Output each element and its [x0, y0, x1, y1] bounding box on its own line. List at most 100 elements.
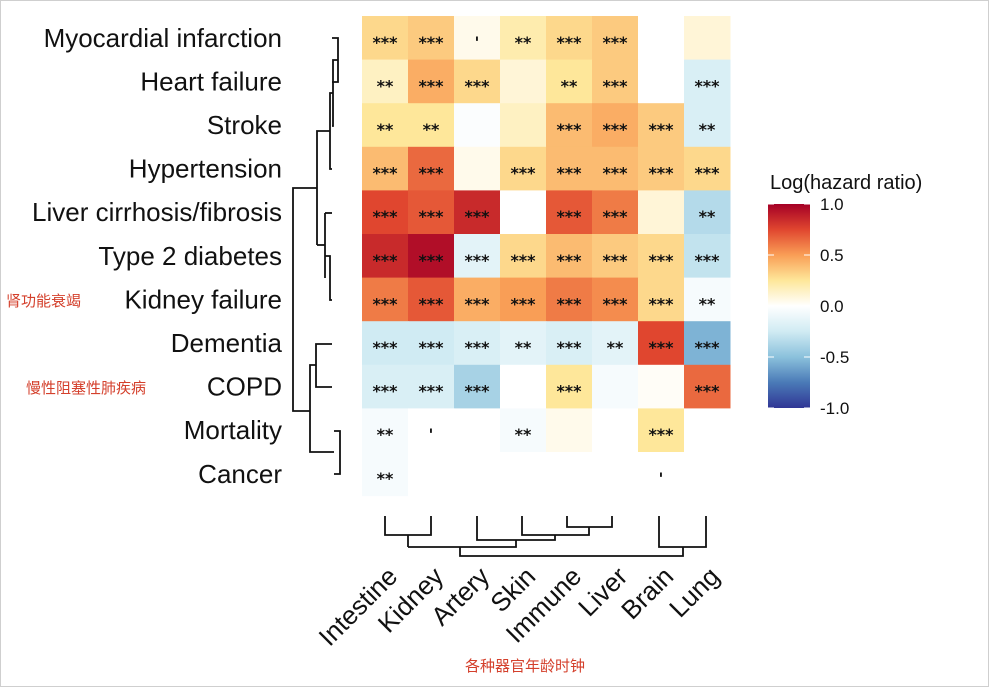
significance-label: *** [556, 251, 582, 270]
significance-label: ** [699, 207, 716, 226]
heatmap-cell [500, 234, 547, 279]
row-dendrogram [292, 37, 341, 475]
heatmap-cell [684, 190, 731, 235]
significance-label: *** [556, 33, 582, 52]
significance-label: *** [556, 207, 582, 226]
significance-label: *** [602, 164, 628, 183]
significance-label: *** [464, 338, 490, 357]
significance-label: *** [694, 251, 720, 270]
heatmap-cell [638, 103, 685, 148]
heatmap-cell [500, 452, 547, 497]
heatmap-cell [362, 59, 409, 104]
heatmap-cell [638, 146, 685, 191]
significance-label: ** [699, 120, 716, 139]
heatmap-cell [500, 364, 547, 409]
heatmap-cell [546, 146, 593, 191]
heatmap-cell [408, 190, 455, 235]
significance-label: *** [418, 164, 444, 183]
significance-label: *** [694, 338, 720, 357]
heatmap-cell [408, 452, 455, 497]
heatmap-cell [454, 364, 501, 409]
heatmap-cell [684, 408, 731, 453]
significance-label: *** [464, 207, 490, 226]
heatmap-cell [362, 452, 409, 497]
significance-label: *** [418, 76, 444, 95]
heatmap-cell [408, 16, 455, 61]
heatmap-cell [454, 452, 501, 497]
heatmap-cell [362, 146, 409, 191]
heatmap-cell [500, 190, 547, 235]
significance-label: ** [561, 76, 578, 95]
heatmap-cell [638, 321, 685, 366]
heatmap-cell [592, 146, 639, 191]
heatmap-cell [408, 146, 455, 191]
legend-tick-label: 0.5 [820, 246, 844, 265]
significance-label: *** [372, 207, 398, 226]
heatmap-cell [684, 234, 731, 279]
significance-label: *** [372, 338, 398, 357]
heatmap-cell [500, 277, 547, 322]
significance-label: *** [648, 294, 674, 313]
significance-label: *** [648, 251, 674, 270]
heatmap-cell [546, 234, 593, 279]
heatmap-cell [684, 364, 731, 409]
significance-label: *** [648, 425, 674, 444]
heatmap-cell [454, 103, 501, 148]
heatmap-cell [638, 364, 685, 409]
significance-label: *** [648, 120, 674, 139]
heatmap-cell [592, 408, 639, 453]
significance-label: *** [510, 251, 536, 270]
heatmap-cell [408, 277, 455, 322]
significance-label: *** [556, 338, 582, 357]
row-label: Cancer [198, 459, 282, 489]
significance-label: ** [377, 76, 394, 95]
significance-label: *** [418, 33, 444, 52]
heatmap-cell [638, 408, 685, 453]
significance-label: *** [372, 294, 398, 313]
significance-label: *** [602, 207, 628, 226]
heatmap-cell [638, 190, 685, 235]
significance-label: *** [372, 33, 398, 52]
heatmap-cell [408, 103, 455, 148]
significance-label: *** [556, 120, 582, 139]
copd-annotation: 慢性阻塞性肺疾病 [26, 379, 146, 397]
row-label: Type 2 diabetes [98, 241, 282, 271]
heatmap-cell [362, 16, 409, 61]
heatmap-cell [684, 103, 731, 148]
legend-tick-label: -0.5 [820, 348, 849, 367]
significance-label: *** [556, 382, 582, 401]
heatmap-cell [362, 364, 409, 409]
heatmap-cell [454, 408, 501, 453]
significance-label: *** [418, 338, 444, 357]
significance-label: *** [418, 294, 444, 313]
heatmap-cell [408, 321, 455, 366]
heatmap-cell [408, 364, 455, 409]
heatmap-cell [592, 59, 639, 104]
significance-label: *** [602, 33, 628, 52]
significance-label: ' [475, 33, 480, 52]
significance-label: *** [418, 382, 444, 401]
significance-label: *** [510, 164, 536, 183]
significance-label: *** [464, 251, 490, 270]
row-label: Kidney failure [124, 284, 282, 314]
significance-label: *** [602, 251, 628, 270]
heatmap-cell [592, 277, 639, 322]
kidney-failure-annotation: 肾功能衰竭 [6, 292, 81, 310]
row-label: Dementia [171, 328, 283, 358]
heatmap-cell [500, 16, 547, 61]
significance-label: ** [423, 120, 440, 139]
heatmap-cell [454, 59, 501, 104]
legend-tick-label: 1.0 [820, 195, 844, 214]
column-dendrogram [384, 516, 707, 557]
significance-label: *** [602, 120, 628, 139]
significance-label: *** [694, 164, 720, 183]
heatmap-cell [454, 190, 501, 235]
row-label: COPD [207, 372, 282, 402]
significance-label: *** [418, 251, 444, 270]
significance-label: *** [372, 164, 398, 183]
heatmap-cell [362, 277, 409, 322]
heatmap-cell [454, 321, 501, 366]
significance-label: ' [659, 469, 664, 488]
heatmap-cell [684, 321, 731, 366]
